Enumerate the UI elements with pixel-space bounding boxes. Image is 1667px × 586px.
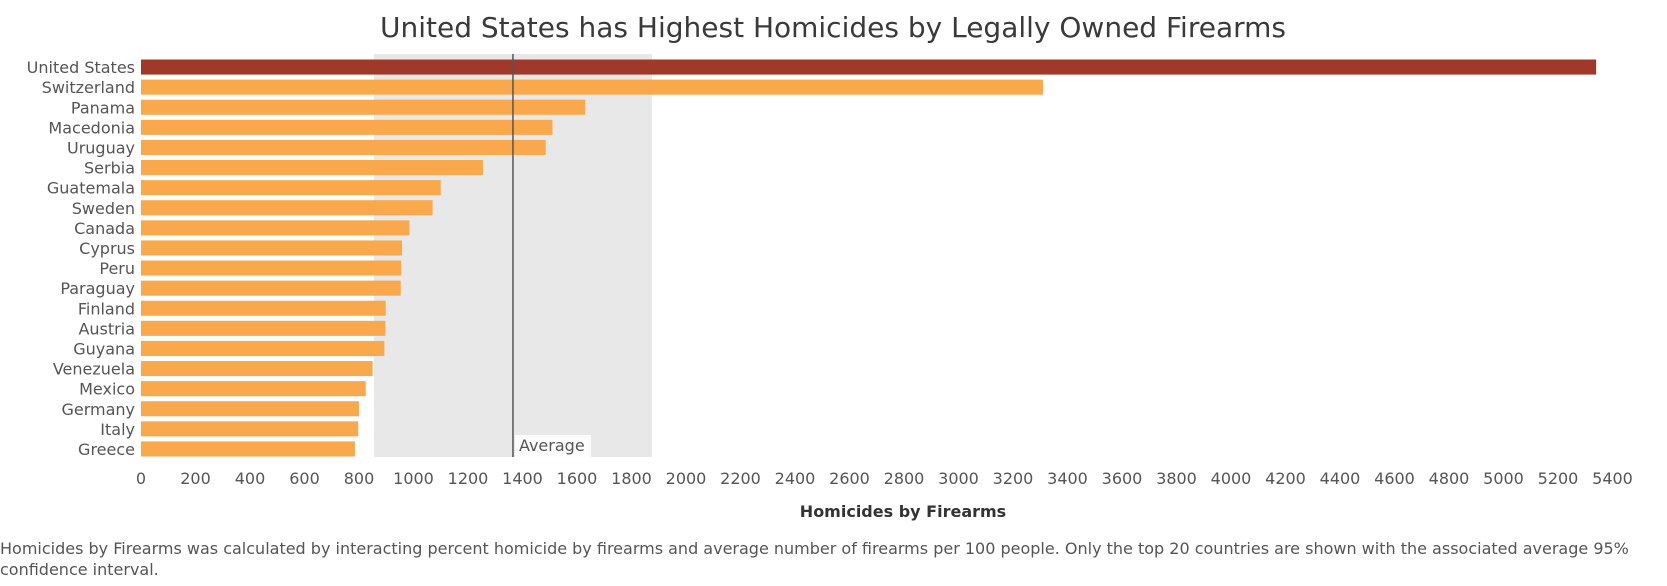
category-label: Panama — [71, 98, 135, 117]
bar-paraguay — [141, 280, 401, 296]
x-tick-label: 5000 — [1483, 469, 1524, 488]
category-label: Germany — [61, 400, 135, 419]
average-label-background — [514, 435, 591, 457]
average-label: Average — [519, 436, 585, 455]
bar-macedonia — [141, 119, 553, 135]
x-tick-label: 3200 — [993, 469, 1034, 488]
x-tick-label: 1000 — [393, 469, 434, 488]
x-tick-label: 3000 — [938, 469, 979, 488]
category-label: Venezuela — [53, 360, 135, 379]
x-tick-label: 4600 — [1374, 469, 1415, 488]
x-tick-label: 0 — [136, 469, 146, 488]
category-label: Canada — [74, 219, 135, 238]
category-label: Uruguay — [67, 138, 135, 157]
x-tick-label: 2600 — [829, 469, 870, 488]
x-tick-label: 800 — [344, 469, 375, 488]
bar-serbia — [141, 160, 483, 176]
x-tick-label: 1800 — [611, 469, 652, 488]
x-tick-label: 4400 — [1320, 469, 1361, 488]
category-label: United States — [27, 58, 135, 77]
category-label: Italy — [100, 420, 135, 439]
bar-italy — [141, 421, 359, 437]
x-tick-label: 3400 — [1047, 469, 1088, 488]
category-label: Cyprus — [79, 239, 135, 258]
x-tick-label: 200 — [180, 469, 211, 488]
x-tick-label: 5400 — [1592, 469, 1633, 488]
bar-germany — [141, 401, 359, 417]
x-tick-label: 1200 — [448, 469, 489, 488]
x-tick-label: 2200 — [720, 469, 761, 488]
x-tick-label: 3600 — [1102, 469, 1143, 488]
bar-greece — [141, 441, 355, 457]
bar-mexico — [141, 381, 366, 397]
footnote: Homicides by Firearms was calculated by … — [0, 539, 1629, 579]
category-label: Peru — [99, 259, 135, 278]
category-label: Finland — [78, 299, 135, 318]
x-tick-label: 1400 — [502, 469, 543, 488]
x-tick-label: 600 — [289, 469, 320, 488]
category-label: Switzerland — [42, 78, 135, 97]
x-tick-label: 400 — [235, 469, 266, 488]
x-tick-label: 2400 — [775, 469, 816, 488]
category-label: Greece — [78, 440, 135, 459]
bar-uruguay — [141, 139, 546, 155]
x-tick-label: 4200 — [1265, 469, 1306, 488]
bar-guyana — [141, 340, 385, 356]
category-label: Macedonia — [48, 118, 135, 137]
bar-canada — [141, 220, 410, 236]
bar-panama — [141, 99, 586, 115]
bars-layer — [141, 59, 1597, 457]
bar-finland — [141, 300, 386, 316]
reference-line-layer: Average — [512, 54, 591, 457]
bar-venezuela — [141, 361, 373, 377]
x-tick-label: 1600 — [557, 469, 598, 488]
x-axis-ticks: 0 200 400 600 800 1000 1200 1400 1600 1800 2000 220… — [136, 469, 1633, 488]
bar-peru — [141, 260, 402, 276]
bar-guatemala — [141, 180, 441, 196]
category-label: Sweden — [72, 199, 135, 218]
bar-austria — [141, 320, 386, 336]
category-label: Paraguay — [60, 279, 135, 298]
bar-switzerland — [141, 79, 1043, 95]
category-label: Guatemala — [47, 179, 135, 198]
category-label: Mexico — [79, 380, 135, 399]
x-tick-label: 5200 — [1538, 469, 1579, 488]
bar-united-states — [141, 59, 1597, 75]
x-tick-label: 4800 — [1429, 469, 1470, 488]
bar-sweden — [141, 200, 433, 216]
category-label: Austria — [78, 319, 135, 338]
x-tick-label: 2800 — [884, 469, 925, 488]
x-tick-label: 2000 — [666, 469, 707, 488]
x-axis-title: Homicides by Firearms — [800, 502, 1006, 521]
chart-title: United States has Highest Homicides by L… — [380, 11, 1286, 44]
category-labels: United StatesSwitzerlandPanamaMacedoniaU… — [27, 58, 135, 459]
bar-cyprus — [141, 240, 403, 256]
x-tick-label: 4000 — [1211, 469, 1252, 488]
category-label: Serbia — [84, 159, 135, 178]
x-tick-label: 3800 — [1156, 469, 1197, 488]
category-label: Guyana — [73, 339, 135, 358]
